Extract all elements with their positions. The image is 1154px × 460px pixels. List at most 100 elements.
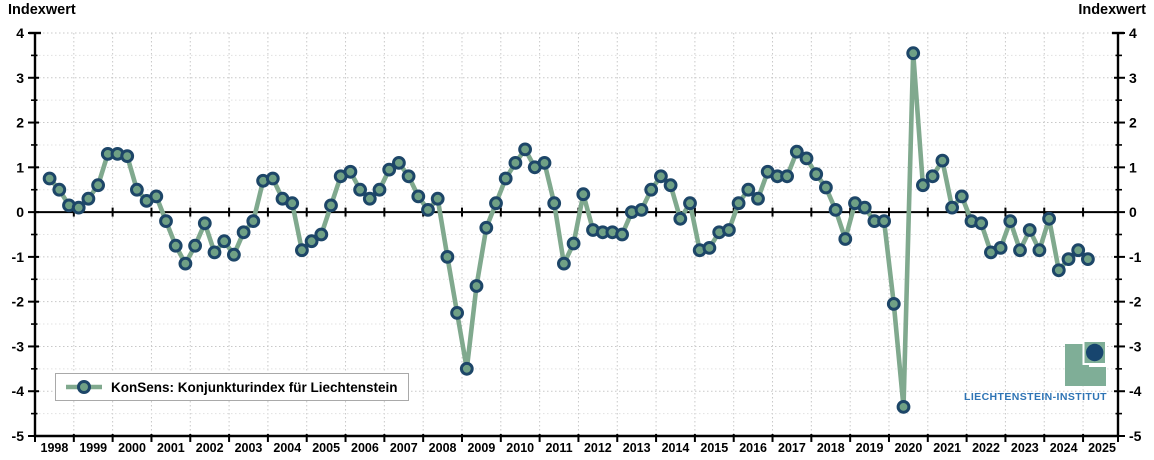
data-point-marker (71, 200, 86, 215)
data-point-marker (683, 196, 697, 211)
x-tick-label: 2009 (467, 441, 495, 455)
data-point-marker (1022, 223, 1037, 237)
data-point-marker (537, 156, 552, 170)
y-tick-label-left: 0 (16, 204, 24, 220)
data-point-marker (1042, 211, 1056, 226)
x-tick-label: 1998 (41, 441, 69, 455)
y-tick-label-right: -5 (1129, 428, 1142, 444)
x-tick-label: 2002 (196, 441, 224, 455)
x-tick-label: 2004 (273, 441, 301, 455)
y-tick-label-right: 2 (1129, 115, 1137, 131)
data-point-marker (372, 182, 387, 197)
x-tick-label: 2012 (584, 441, 612, 455)
x-tick-label: 2020 (894, 441, 922, 455)
data-point-marker (285, 196, 300, 211)
y-tick-label-right: 4 (1129, 25, 1137, 41)
data-series (42, 46, 1095, 414)
y-tick-label-right: 0 (1129, 204, 1137, 220)
legend-frame (55, 373, 409, 401)
data-point-marker (838, 232, 853, 246)
data-point-marker (304, 234, 319, 249)
y-tick-label-right: -1 (1129, 249, 1142, 265)
data-point-marker (508, 156, 523, 170)
data-point-marker (217, 234, 232, 249)
data-point-marker (751, 191, 765, 206)
data-point-marker (421, 203, 435, 217)
data-point-marker (459, 361, 474, 376)
right-axis-title: Indexwert (1078, 2, 1146, 18)
data-point-marker (896, 400, 911, 414)
data-point-marker (809, 167, 824, 182)
data-point-marker (916, 178, 930, 193)
left-axis-title: Indexwert (8, 2, 76, 18)
data-point-marker (91, 178, 105, 193)
data-point-marker (615, 227, 629, 242)
axis-labels: 4 4 3 3 2 2 1 1 0 0 -1 -1 -2 -2 -3 -3 -4 -4 -5 -5 1998 1999 20… (12, 25, 1142, 455)
axes (28, 31, 1125, 442)
data-point-marker (246, 214, 261, 229)
legend-label: KonSens: Konjunkturindex für Liechtenste… (111, 380, 398, 395)
x-tick-label: 2013 (623, 441, 651, 455)
data-point-marker (392, 156, 406, 170)
y-tick-label-left: 3 (16, 70, 24, 86)
data-point-marker (576, 187, 591, 202)
data-point-marker (42, 171, 57, 186)
x-tick-label: 2015 (700, 441, 728, 455)
x-tick-label: 2024 (1050, 441, 1078, 455)
data-point-marker (236, 225, 251, 240)
data-point-marker (324, 198, 338, 213)
y-tick-label-left: 4 (16, 25, 24, 41)
data-point-marker (159, 214, 173, 229)
logo-circle-icon (1086, 343, 1104, 362)
x-tick-label: 2022 (972, 441, 1000, 455)
data-point-marker (440, 250, 455, 264)
data-point-marker (731, 196, 746, 211)
data-point-marker (382, 162, 397, 177)
y-tick-label-right: -4 (1129, 383, 1142, 399)
data-point-marker (227, 247, 241, 262)
data-point-marker (877, 214, 891, 229)
data-point-marker (149, 189, 164, 204)
data-point-marker (1051, 263, 1066, 278)
data-point-marker (566, 236, 581, 251)
data-point-marker (789, 144, 804, 159)
data-point-marker (178, 256, 193, 271)
x-tick-label: 2011 (545, 441, 572, 455)
data-point-marker (207, 245, 222, 260)
data-point-marker (654, 169, 668, 184)
data-point-marker (314, 227, 329, 242)
x-tick-label: 2007 (390, 441, 418, 455)
data-point-marker (479, 220, 494, 235)
x-tick-label: 2001 (157, 441, 185, 455)
y-tick-label-right: -3 (1129, 338, 1142, 354)
data-point-marker (498, 171, 513, 186)
x-tick-label: 2016 (739, 441, 767, 455)
data-point-marker (906, 46, 921, 61)
data-point-marker (945, 200, 959, 215)
data-point-marker (1061, 252, 1076, 267)
data-point-marker (401, 169, 416, 184)
x-tick-label: 2005 (312, 441, 340, 455)
x-tick-label: 2000 (118, 441, 146, 455)
data-point-marker (469, 279, 484, 293)
liechtenstein-institut-logo: LIECHTENSTEIN-INSTITUT (964, 340, 1107, 403)
data-point-marker (343, 164, 358, 179)
data-point-marker (188, 238, 203, 253)
data-point-marker (780, 169, 794, 184)
data-point-marker (974, 216, 989, 231)
x-tick-label: 2023 (1011, 441, 1039, 455)
data-point-marker (634, 203, 649, 217)
data-point-marker (52, 182, 67, 197)
data-point-marker (702, 241, 717, 255)
data-point-marker (741, 182, 756, 197)
data-point-marker (557, 256, 571, 271)
data-point-marker (1081, 252, 1095, 267)
data-point-marker (819, 180, 833, 195)
x-tick-label: 2019 (856, 441, 884, 455)
data-point-marker (673, 211, 688, 226)
y-tick-label-left: 1 (16, 159, 24, 175)
data-point-marker (993, 241, 1008, 255)
y-tick-label-left: -4 (12, 383, 25, 399)
legend-box: KonSens: Konjunkturindex für Liechtenste… (55, 373, 409, 401)
y-tick-label-left: -3 (12, 338, 25, 354)
